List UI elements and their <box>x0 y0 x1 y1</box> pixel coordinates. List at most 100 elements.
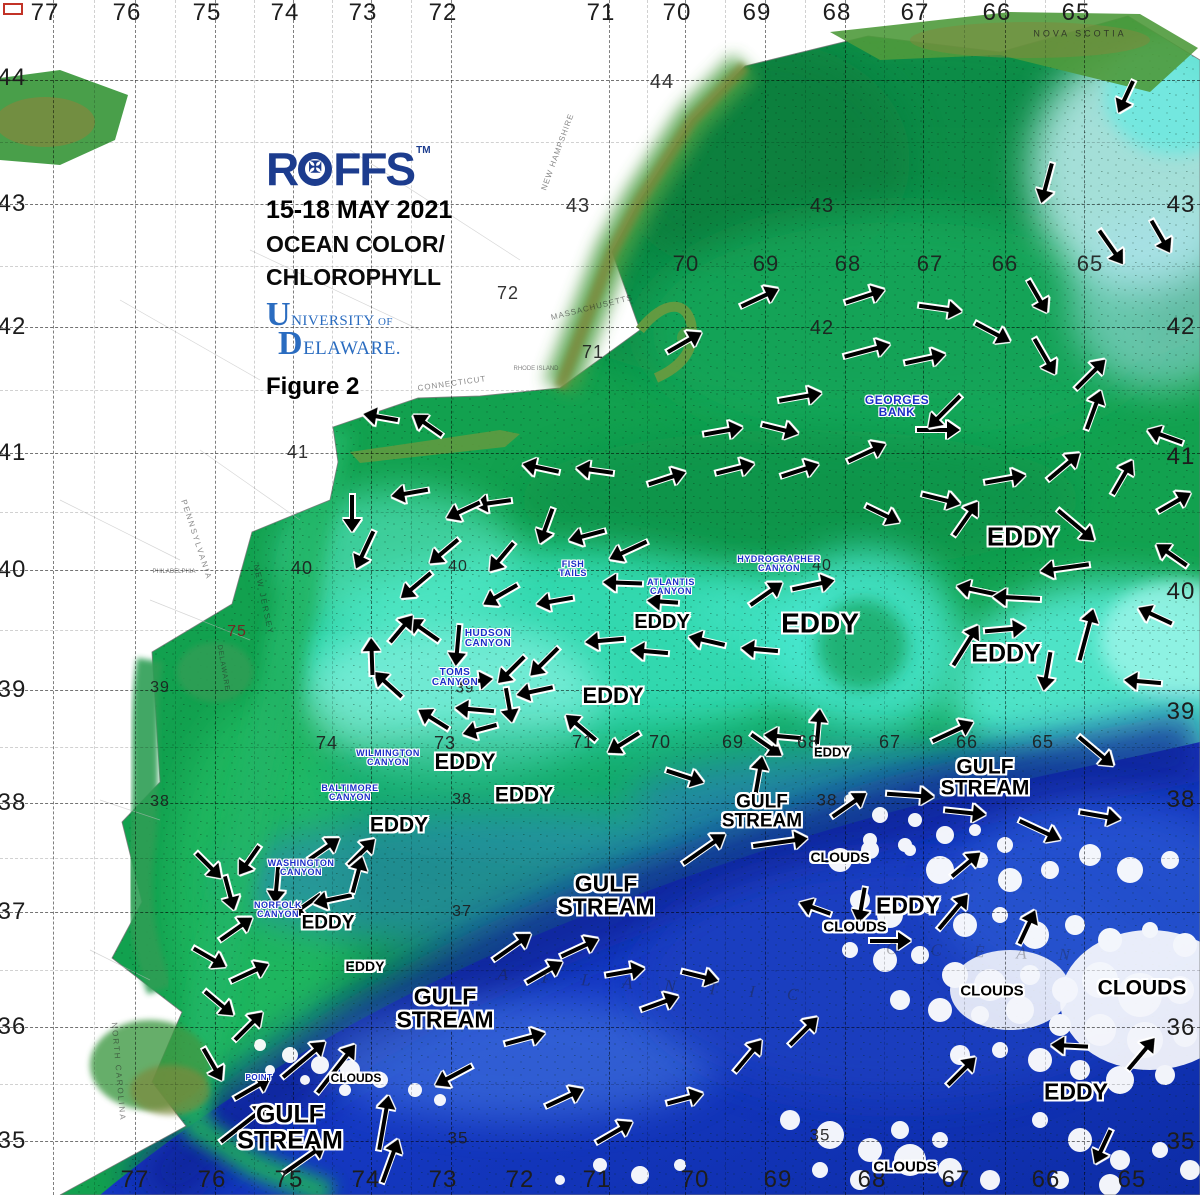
eddy-label: EDDY <box>369 813 429 837</box>
latitude-line <box>0 570 1200 571</box>
grid-label-left: 35 <box>0 1126 27 1154</box>
grid-label-interior: 43 <box>565 194 591 217</box>
grid-label-interior: 37 <box>452 902 472 920</box>
grid-label-interior: 40 <box>448 557 468 575</box>
grid-label-interior: 38 <box>150 792 170 810</box>
chart-place-label: NEW JERSEY <box>251 563 276 637</box>
grid-label-right: 41 <box>1166 442 1196 470</box>
eddy-label: EDDY <box>582 682 644 708</box>
half-longitude-line <box>725 0 726 1195</box>
grid-label-interior: 71 <box>571 731 595 752</box>
grid-label-right: 42 <box>1166 312 1196 340</box>
grid-label-top: 74 <box>270 0 300 26</box>
grid-label-top: 75 <box>192 0 222 26</box>
longitude-line <box>371 0 372 1195</box>
latitude-line <box>0 204 1200 205</box>
half-latitude-line <box>0 390 1200 391</box>
grid-label-top: 68 <box>822 0 852 26</box>
grid-label-left: 37 <box>0 897 27 925</box>
grid-label-interior: 41 <box>286 441 310 462</box>
half-latitude-line <box>0 857 1200 859</box>
grid-label-right: 40 <box>1166 577 1196 605</box>
gulf-stream-label: GULF STREAM <box>721 791 803 832</box>
chart-place-label: NOVA SCOTIA <box>1033 28 1127 39</box>
grid-label-top: 76 <box>112 0 142 26</box>
canyon-label: WASHINGTON CANYON <box>267 857 335 877</box>
grid-label-bottom: 76 <box>197 1165 227 1193</box>
grid-label-interior: 40 <box>290 557 314 578</box>
grid-label-left: 38 <box>0 788 27 816</box>
trademark-symbol: TM <box>416 145 431 156</box>
eddy-label: EDDY <box>876 892 940 919</box>
longitude-line <box>53 0 54 1195</box>
half-latitude-line <box>0 1084 1200 1085</box>
grid-label-interior: 73 <box>433 732 457 753</box>
half-longitude-line <box>175 0 176 1195</box>
grid-label-interior: 66 <box>991 250 1019 276</box>
half-latitude-line <box>0 265 1200 267</box>
grid-label-interior: 39 <box>150 678 170 696</box>
grid-label-bottom: 75 <box>274 1165 304 1193</box>
product-title-line1: OCEAN COLOR/ <box>266 231 445 257</box>
ud-logo-u: U <box>266 296 292 333</box>
clouds-label: CLOUDS <box>330 1070 382 1085</box>
eddy-label: EDDY <box>986 521 1060 552</box>
latitude-line <box>0 912 1200 913</box>
clouds-label: CLOUDS <box>823 918 887 936</box>
chart-corner-mark <box>3 3 23 15</box>
grid-label-top: 73 <box>348 0 378 26</box>
canyon-label: TOMS CANYON <box>431 666 479 688</box>
eddy-label: EDDY <box>301 912 355 934</box>
grid-label-bottom: 65 <box>1117 1165 1147 1193</box>
grid-label-interior: 71 <box>581 341 605 362</box>
university-of-delaware-logo: UNIVERSITY OF DELAWARE. <box>266 298 476 361</box>
longitude-line <box>845 0 846 1195</box>
grid-label-left: 42 <box>0 312 27 340</box>
canyon-label: GEORGES BANK <box>864 392 930 419</box>
figure-label: Figure 2 <box>266 372 360 400</box>
grid-label-interior: 72 <box>496 282 520 303</box>
grid-label-bottom: 74 <box>351 1165 381 1193</box>
latitude-line <box>0 327 1200 328</box>
canyon-label: POINT <box>245 1072 273 1082</box>
longitude-line <box>923 0 924 1195</box>
grid-label-left: 41 <box>0 438 27 466</box>
grid-label-top: 71 <box>586 0 616 26</box>
grid-label-bottom: 77 <box>120 1165 150 1193</box>
ud-logo-elaware: ELAWARE. <box>303 337 402 359</box>
half-longitude-line <box>805 0 806 1195</box>
half-latitude-line <box>0 746 1200 748</box>
grid-label-top: 67 <box>900 0 930 26</box>
longitude-line <box>293 0 294 1195</box>
grid-label-left: 43 <box>0 189 27 217</box>
latitude-line <box>0 803 1200 804</box>
grid-label-left: 39 <box>0 675 27 703</box>
latitude-line <box>0 1027 1200 1028</box>
canyon-label: HYDROGRAPHER CANYON <box>737 553 821 573</box>
grid-label-interior: 67 <box>916 250 944 276</box>
clouds-label: CLOUDS <box>810 848 870 865</box>
grid-label-top: 65 <box>1061 0 1091 26</box>
clouds-label: CLOUDS <box>1097 976 1187 1000</box>
grid-label-bottom: 69 <box>763 1165 793 1193</box>
land-detail-layer <box>0 12 1198 1115</box>
grid-label-interior: 65 <box>1076 250 1104 276</box>
clouds-label: CLOUDS <box>873 1158 937 1176</box>
grid-label-bottom: 67 <box>941 1165 971 1193</box>
grid-label-top: 77 <box>30 0 60 26</box>
eddy-label: EDDY <box>1044 1078 1108 1105</box>
gulf-stream-label: GULF STREAM <box>940 755 1030 800</box>
grid-label-bottom: 71 <box>582 1165 612 1193</box>
canyon-label: ATLANTIS CANYON <box>647 576 695 596</box>
eddy-label: EDDY <box>434 748 496 774</box>
longitude-line <box>215 0 216 1195</box>
latitude-line <box>0 690 1200 691</box>
longitude-line <box>765 0 766 1195</box>
gulf-stream-label: GULF STREAM <box>557 870 655 920</box>
grid-label-interior: 68 <box>796 731 820 752</box>
